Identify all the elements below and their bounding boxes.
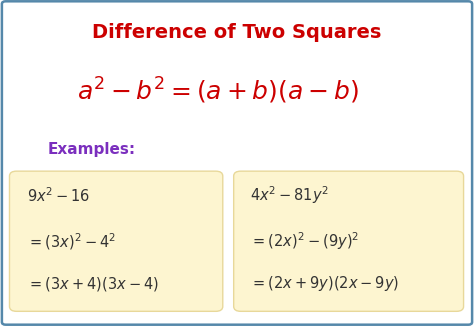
Text: $9x^2 -16$: $9x^2 -16$ xyxy=(27,186,91,205)
FancyBboxPatch shape xyxy=(234,171,464,311)
Text: $= (2x+9y)(2x-9y)$: $= (2x+9y)(2x-9y)$ xyxy=(250,274,400,293)
Text: $= (3x+4)(3x-4)$: $= (3x+4)(3x-4)$ xyxy=(27,274,159,293)
Text: $4x^2 -81y^2$: $4x^2 -81y^2$ xyxy=(250,185,329,206)
Text: $= (3x)^2 - 4^2$: $= (3x)^2 - 4^2$ xyxy=(27,231,117,252)
Text: Difference of Two Squares: Difference of Two Squares xyxy=(92,23,382,42)
Text: $\it{a}^2 - \it{b}^2 = (\it{a}+\it{b})(\it{a}-\it{b})$: $\it{a}^2 - \it{b}^2 = (\it{a}+\it{b})(\… xyxy=(77,76,359,106)
FancyBboxPatch shape xyxy=(9,171,223,311)
Text: $= (2x)^2 - (9y)^2$: $= (2x)^2 - (9y)^2$ xyxy=(250,230,360,252)
Text: Examples:: Examples: xyxy=(47,142,136,157)
